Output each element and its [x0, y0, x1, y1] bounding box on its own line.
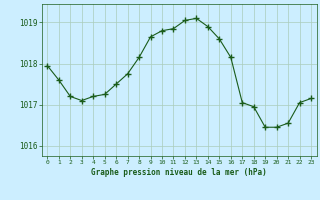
X-axis label: Graphe pression niveau de la mer (hPa): Graphe pression niveau de la mer (hPa) — [91, 168, 267, 177]
